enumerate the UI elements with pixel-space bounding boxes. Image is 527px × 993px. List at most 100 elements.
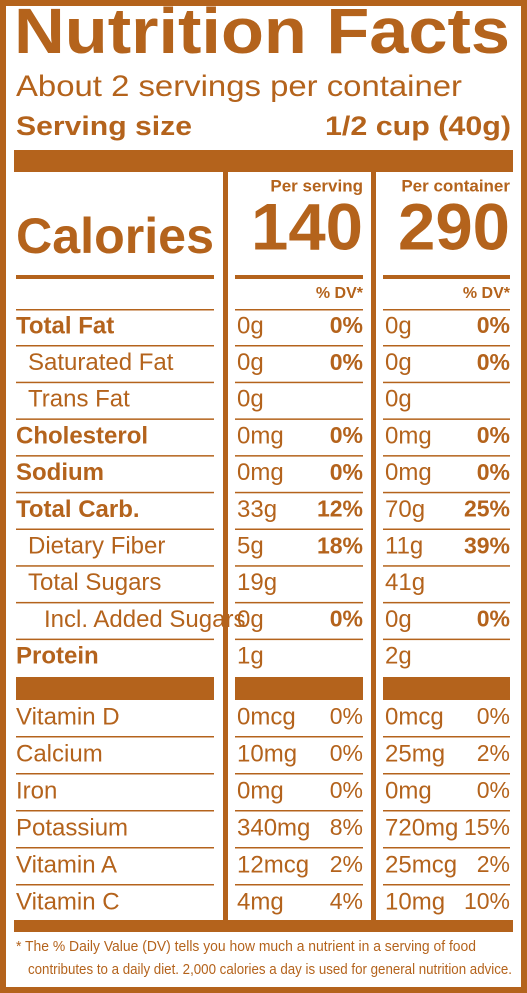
nutrient-dv: 0% bbox=[477, 349, 510, 375]
vitamin-dv: 8% bbox=[330, 814, 363, 840]
vitamin-name: Vitamin D bbox=[16, 703, 120, 730]
column-header: Per container bbox=[401, 176, 510, 195]
nutrient-dv: 0% bbox=[477, 459, 510, 485]
nutrient-amount: 0g bbox=[237, 606, 264, 633]
vitamin-dv: 2% bbox=[330, 851, 363, 877]
nutrient-amount: 0g bbox=[385, 386, 412, 413]
rule bbox=[383, 810, 510, 812]
vitamin-amount: 340mg bbox=[237, 814, 310, 841]
nutrient-dv: 25% bbox=[464, 496, 510, 522]
footnote: * The % Daily Value (DV) tells you how m… bbox=[16, 938, 476, 955]
nutrient-dv: 0% bbox=[330, 312, 363, 338]
rule bbox=[383, 345, 510, 347]
rule bbox=[16, 345, 214, 347]
nutrient-name: Incl. Added Sugars bbox=[44, 606, 245, 633]
nutrient-name: Sodium bbox=[16, 459, 104, 486]
nutrient-dv: 0% bbox=[477, 422, 510, 448]
rule bbox=[383, 528, 510, 530]
rule bbox=[16, 847, 214, 849]
rule bbox=[235, 773, 363, 775]
nutrient-name: Dietary Fiber bbox=[28, 533, 165, 560]
rule bbox=[16, 810, 214, 812]
nutrient-dv: 0% bbox=[330, 349, 363, 375]
nutrient-amount: 0mg bbox=[385, 459, 432, 486]
nutrient-dv: 39% bbox=[464, 532, 510, 558]
calories-value: 290 bbox=[398, 189, 510, 263]
rule bbox=[383, 309, 510, 311]
rule bbox=[235, 345, 363, 347]
vitamin-amount: 0mcg bbox=[237, 703, 296, 730]
nutrient-amount: 0g bbox=[237, 312, 264, 339]
rule bbox=[16, 638, 214, 641]
rule bbox=[16, 275, 214, 279]
rule bbox=[235, 528, 363, 530]
rule bbox=[235, 847, 363, 849]
vitamin-amount: 4mg bbox=[237, 888, 284, 915]
rule bbox=[16, 528, 214, 530]
nutrient-amount: 0g bbox=[385, 349, 412, 376]
nutrient-dv: 0% bbox=[477, 312, 510, 338]
rule bbox=[235, 381, 363, 384]
nutrient-dv: 0% bbox=[330, 422, 363, 448]
vitamin-dv: 2% bbox=[477, 740, 510, 766]
rule bbox=[16, 884, 214, 886]
vitamin-name: Calcium bbox=[16, 740, 103, 767]
rule bbox=[383, 565, 510, 567]
rule bbox=[235, 810, 363, 812]
thick-bar bbox=[14, 920, 513, 932]
serving-size-value: 1/2 cup (40g) bbox=[325, 111, 511, 141]
rule bbox=[235, 275, 363, 279]
rule bbox=[235, 601, 363, 604]
nutrient-amount: 0mg bbox=[237, 422, 284, 449]
nutrient-amount: 0mg bbox=[237, 459, 284, 486]
vitamin-dv: 2% bbox=[477, 851, 510, 877]
rule bbox=[383, 884, 510, 886]
vitamin-name: Potassium bbox=[16, 814, 128, 841]
nutrient-name: Total Fat bbox=[16, 312, 114, 339]
vitamin-dv: 4% bbox=[330, 888, 363, 914]
rule bbox=[235, 736, 363, 738]
dv-header: % DV* bbox=[463, 285, 511, 302]
rule bbox=[16, 565, 214, 567]
rule bbox=[16, 381, 214, 384]
nutrient-dv: 0% bbox=[330, 606, 363, 632]
nutrient-dv: 18% bbox=[317, 532, 363, 558]
rule bbox=[383, 601, 510, 604]
nutrient-name: Trans Fat bbox=[28, 386, 130, 413]
rule bbox=[16, 773, 214, 775]
rule bbox=[235, 638, 363, 641]
vitamin-dv: 0% bbox=[477, 703, 510, 729]
rule bbox=[235, 491, 363, 494]
vitamin-dv: 0% bbox=[330, 703, 363, 729]
rule bbox=[383, 491, 510, 494]
vitamin-dv: 0% bbox=[477, 777, 510, 803]
vitamin-name: Vitamin C bbox=[16, 888, 120, 915]
rule bbox=[383, 418, 510, 420]
calories-value: 140 bbox=[251, 189, 363, 263]
rule bbox=[383, 455, 510, 457]
nutrient-name: Cholesterol bbox=[16, 422, 148, 449]
nutrient-dv: 0% bbox=[477, 606, 510, 632]
nutrient-amount: 0g bbox=[385, 606, 412, 633]
vitamin-name: Iron bbox=[16, 777, 57, 804]
nutrient-amount: 1g bbox=[237, 643, 264, 670]
vitamin-amount: 12mcg bbox=[237, 851, 309, 878]
nutrient-dv: 0% bbox=[330, 459, 363, 485]
nutrient-name: Total Sugars bbox=[28, 569, 161, 596]
nutrient-name: Saturated Fat bbox=[28, 349, 174, 376]
nutrient-amount: 41g bbox=[385, 569, 425, 596]
vitamin-dv: 0% bbox=[330, 740, 363, 766]
vitamin-dv: 0% bbox=[330, 777, 363, 803]
rule bbox=[16, 455, 214, 457]
calories-label: Calories bbox=[16, 208, 214, 264]
nutrient-dv: 12% bbox=[317, 496, 363, 522]
vitamin-amount: 720mg bbox=[385, 814, 458, 841]
nutrient-name: Total Carb. bbox=[16, 496, 140, 523]
nutrient-amount: 0g bbox=[237, 386, 264, 413]
thick-bar bbox=[14, 150, 513, 172]
vitamin-dv: 10% bbox=[464, 888, 510, 914]
vitamin-amount: 10mg bbox=[237, 740, 297, 767]
nutrient-amount: 0g bbox=[385, 312, 412, 339]
